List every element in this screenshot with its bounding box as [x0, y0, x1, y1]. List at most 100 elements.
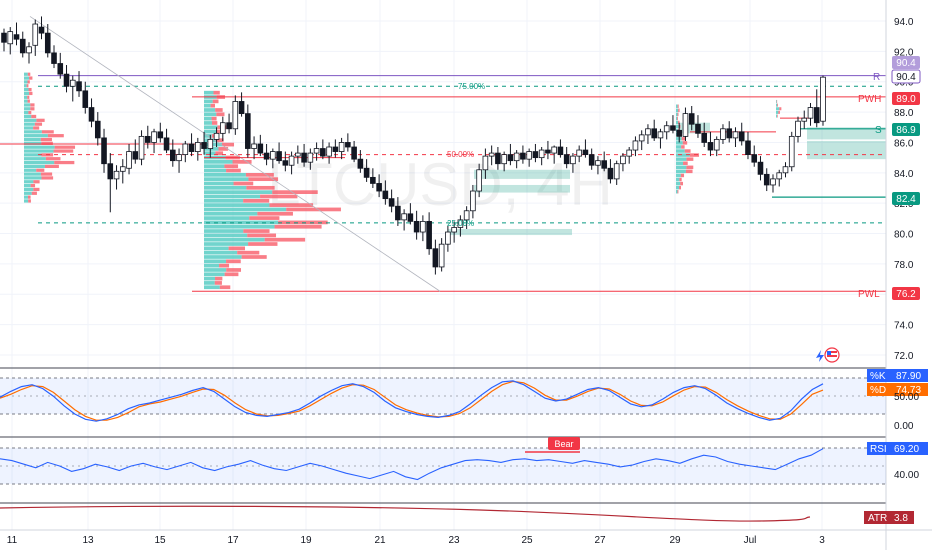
candle[interactable]	[664, 126, 669, 132]
candle[interactable]	[746, 141, 751, 155]
candle[interactable]	[452, 227, 457, 232]
candle[interactable]	[139, 136, 144, 159]
candle[interactable]	[377, 183, 382, 191]
candle[interactable]	[564, 155, 569, 164]
candle[interactable]	[183, 144, 188, 155]
candle[interactable]	[777, 173, 782, 179]
candle[interactable]	[58, 64, 63, 75]
candle[interactable]	[696, 124, 701, 133]
candle[interactable]	[739, 132, 744, 141]
candle[interactable]	[658, 132, 663, 138]
candle[interactable]	[339, 142, 344, 151]
candle[interactable]	[402, 214, 407, 220]
candle[interactable]	[614, 164, 619, 179]
candle[interactable]	[752, 155, 757, 163]
candle[interactable]	[808, 108, 813, 119]
candle[interactable]	[152, 132, 157, 143]
candle[interactable]	[602, 161, 607, 169]
candle[interactable]	[2, 33, 7, 42]
candle[interactable]	[708, 142, 713, 150]
candle[interactable]	[496, 153, 501, 164]
candle[interactable]	[39, 27, 44, 33]
candle[interactable]	[608, 168, 613, 179]
candle[interactable]	[508, 155, 513, 161]
flag-icon[interactable]	[825, 348, 839, 362]
candle[interactable]	[295, 153, 300, 156]
candle[interactable]	[177, 155, 182, 161]
candle[interactable]	[102, 138, 107, 164]
candle[interactable]	[320, 149, 325, 157]
candle[interactable]	[127, 152, 132, 169]
candle[interactable]	[308, 153, 313, 162]
candle[interactable]	[220, 123, 225, 134]
candle[interactable]	[783, 167, 788, 173]
candle[interactable]	[802, 118, 807, 121]
candle[interactable]	[445, 232, 450, 244]
candle[interactable]	[239, 101, 244, 113]
candle[interactable]	[689, 114, 694, 125]
candle[interactable]	[671, 126, 676, 131]
candle[interactable]	[596, 161, 601, 166]
candle[interactable]	[552, 147, 557, 153]
candle[interactable]	[202, 142, 207, 148]
candle[interactable]	[258, 144, 263, 153]
candle[interactable]	[639, 135, 644, 141]
candle[interactable]	[345, 142, 350, 147]
candle[interactable]	[408, 214, 413, 222]
candle[interactable]	[170, 150, 175, 161]
candle[interactable]	[364, 168, 369, 177]
candle[interactable]	[89, 108, 94, 122]
candle[interactable]	[420, 221, 425, 232]
candle[interactable]	[789, 136, 794, 166]
candle[interactable]	[546, 150, 551, 153]
candle[interactable]	[589, 155, 594, 166]
candle[interactable]	[414, 221, 419, 232]
candle[interactable]	[627, 150, 632, 156]
candle[interactable]	[646, 129, 651, 135]
candle[interactable]	[470, 191, 475, 211]
candle[interactable]	[395, 206, 400, 220]
candle[interactable]	[721, 129, 726, 140]
candle[interactable]	[120, 167, 125, 172]
candle[interactable]	[252, 144, 257, 149]
candle[interactable]	[283, 161, 288, 166]
candle[interactable]	[245, 114, 250, 149]
candle[interactable]	[483, 156, 488, 170]
candle[interactable]	[477, 170, 482, 191]
candle[interactable]	[539, 150, 544, 158]
candle[interactable]	[383, 191, 388, 199]
candle[interactable]	[158, 132, 163, 138]
candle[interactable]	[189, 144, 194, 152]
candle[interactable]	[145, 136, 150, 142]
candle[interactable]	[52, 53, 57, 64]
candle[interactable]	[45, 33, 50, 53]
candle[interactable]	[821, 77, 826, 121]
candle[interactable]	[208, 139, 213, 148]
candle[interactable]	[264, 153, 269, 159]
candle[interactable]	[214, 133, 219, 139]
candle[interactable]	[333, 147, 338, 152]
candle[interactable]	[583, 150, 588, 155]
candle[interactable]	[533, 152, 538, 158]
candle[interactable]	[108, 164, 113, 179]
candle[interactable]	[521, 153, 526, 159]
candle[interactable]	[727, 129, 732, 138]
candle[interactable]	[358, 159, 363, 168]
candle[interactable]	[270, 152, 275, 160]
candle[interactable]	[702, 133, 707, 142]
candle[interactable]	[195, 142, 200, 151]
candle[interactable]	[233, 101, 238, 128]
candle[interactable]	[814, 108, 819, 123]
candle[interactable]	[27, 47, 32, 53]
candle[interactable]	[558, 147, 563, 155]
candle[interactable]	[302, 153, 307, 162]
candle[interactable]	[427, 221, 432, 248]
candle[interactable]	[314, 149, 319, 154]
candle[interactable]	[8, 32, 13, 44]
candle[interactable]	[164, 138, 169, 150]
candle[interactable]	[70, 80, 75, 86]
candle[interactable]	[289, 156, 294, 165]
candle[interactable]	[439, 244, 444, 267]
